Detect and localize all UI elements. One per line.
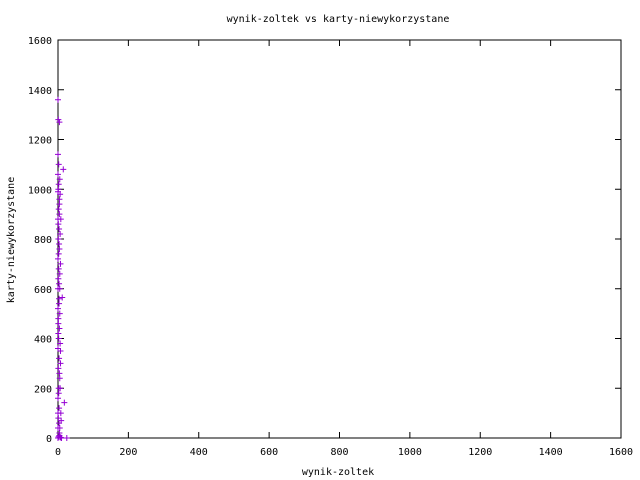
data-point bbox=[63, 435, 70, 441]
data-point bbox=[55, 330, 62, 337]
data-point bbox=[55, 250, 62, 257]
y-tick-label: 1600 bbox=[28, 36, 52, 47]
x-tick-label: 400 bbox=[190, 447, 208, 458]
data-point bbox=[56, 355, 63, 362]
data-point bbox=[57, 216, 64, 223]
data-point bbox=[56, 226, 63, 233]
data-point bbox=[55, 285, 61, 292]
x-tick-label: 800 bbox=[330, 447, 348, 458]
data-point bbox=[57, 191, 64, 198]
x-tick-label: 1400 bbox=[539, 447, 563, 458]
data-point bbox=[55, 96, 61, 103]
data-point bbox=[56, 270, 63, 277]
data-point bbox=[56, 119, 63, 126]
x-tick-label: 1000 bbox=[398, 447, 422, 458]
data-point bbox=[56, 325, 63, 332]
x-axis-ticks: 0 200 400 600 800 1000 1200 1400 1600 bbox=[55, 40, 633, 458]
data-point bbox=[55, 395, 61, 402]
data-point bbox=[55, 320, 62, 327]
y-tick-label: 800 bbox=[34, 235, 52, 246]
data-point bbox=[55, 161, 62, 168]
data-point bbox=[55, 265, 62, 272]
y-tick-label: 0 bbox=[46, 434, 52, 445]
data-point bbox=[55, 410, 61, 417]
data-point bbox=[59, 294, 66, 301]
y-tick-label: 400 bbox=[34, 335, 52, 346]
data-point bbox=[55, 236, 62, 242]
y-axis-ticks: 0 200 400 600 800 1000 1200 1400 1600 bbox=[28, 36, 621, 445]
plot-area-border bbox=[57, 39, 622, 439]
data-point bbox=[55, 305, 61, 312]
y-tick-label: 1400 bbox=[28, 86, 52, 97]
data-point bbox=[55, 255, 61, 262]
data-point bbox=[55, 151, 61, 158]
data-point bbox=[55, 206, 62, 213]
chart-title: wynik-zoltek vs karty-niewykorzystane bbox=[227, 14, 450, 25]
data-point bbox=[55, 365, 62, 372]
y-tick-label: 600 bbox=[34, 285, 52, 296]
data-point bbox=[56, 176, 63, 183]
data-point bbox=[57, 347, 64, 354]
data-points bbox=[55, 96, 70, 441]
data-point bbox=[55, 390, 62, 397]
y-axis-label: karty-niewykorzystane bbox=[6, 177, 17, 303]
x-tick-label: 1200 bbox=[468, 447, 492, 458]
data-point bbox=[57, 231, 64, 238]
data-point bbox=[56, 405, 63, 412]
y-tick-label: 1200 bbox=[28, 136, 52, 147]
y-tick-label: 1000 bbox=[28, 185, 52, 196]
data-point bbox=[60, 166, 67, 173]
data-point bbox=[58, 417, 65, 424]
data-point bbox=[57, 260, 64, 267]
data-point bbox=[56, 310, 63, 317]
x-tick-label: 0 bbox=[55, 447, 61, 458]
data-point bbox=[56, 201, 63, 208]
y-tick-label: 200 bbox=[34, 384, 52, 395]
data-point bbox=[56, 211, 63, 218]
data-point bbox=[56, 240, 63, 247]
data-point bbox=[55, 275, 62, 282]
x-axis-label: wynik-zoltek bbox=[302, 467, 374, 478]
data-point bbox=[57, 385, 64, 392]
data-point bbox=[55, 181, 62, 188]
data-point bbox=[57, 360, 64, 367]
data-point bbox=[55, 221, 62, 228]
data-point bbox=[57, 340, 64, 347]
data-point bbox=[61, 399, 68, 406]
data-point bbox=[56, 430, 63, 437]
data-point bbox=[56, 370, 63, 377]
x-tick-label: 1600 bbox=[609, 447, 633, 458]
data-point bbox=[58, 435, 65, 441]
data-point bbox=[56, 300, 63, 307]
x-tick-label: 200 bbox=[119, 447, 137, 458]
x-tick-label: 600 bbox=[260, 447, 278, 458]
data-point bbox=[56, 280, 63, 287]
data-point bbox=[55, 171, 61, 178]
